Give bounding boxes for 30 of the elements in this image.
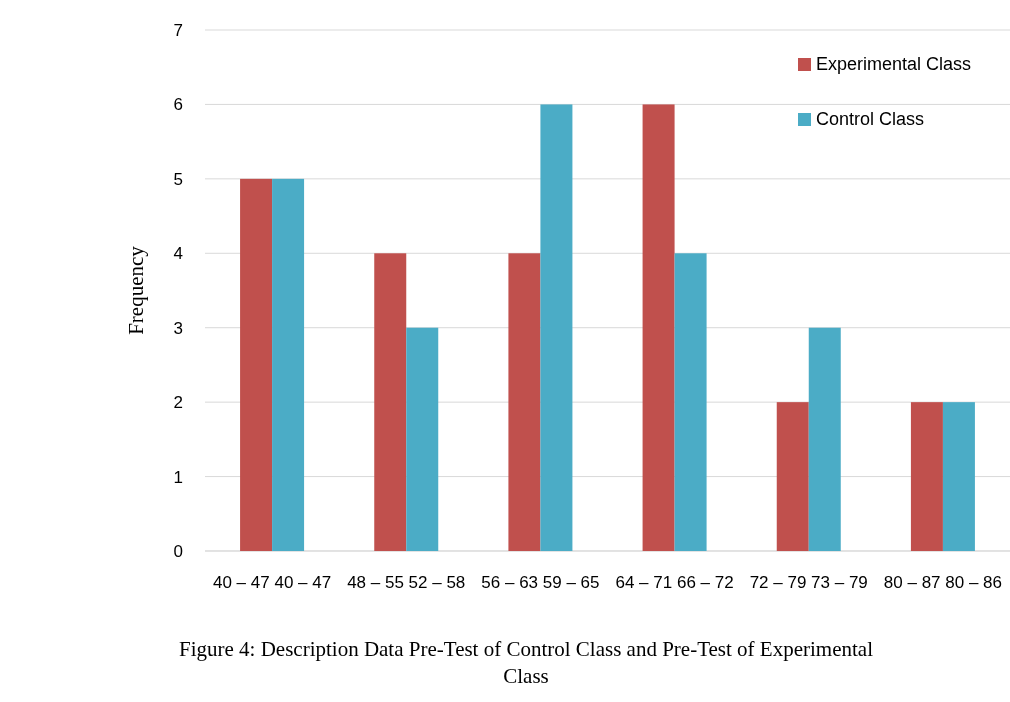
bar	[374, 253, 407, 551]
y-tick-label: 2	[173, 393, 183, 413]
x-tick-label: 80 – 87 80 – 86	[883, 573, 1002, 592]
x-tick-label: 64 – 71 66 – 72	[615, 573, 734, 592]
legend-label: Experimental Class	[816, 54, 972, 74]
y-tick-label: 4	[173, 244, 183, 264]
x-tick-label: 40 – 47 40 – 47	[213, 573, 332, 592]
bar	[674, 253, 707, 551]
bar	[910, 402, 943, 551]
x-tick-label: 56 – 63 59 – 65	[481, 573, 600, 592]
text: Figure 4: Description Data Pre-Test of Control Class and Pre-Test of Experimental Class	[179, 637, 874, 688]
bar	[776, 402, 809, 551]
y-tick-label: 7	[173, 20, 183, 40]
y-tick-label: 0	[173, 541, 183, 561]
bar	[240, 178, 273, 551]
y-tick-label: 5	[173, 169, 183, 189]
y-tick-label: 3	[173, 318, 183, 338]
bar	[406, 327, 439, 551]
x-tick-label: 72 – 79 73 – 79	[749, 573, 868, 592]
bar	[642, 104, 675, 551]
legend-label: Control Class	[816, 109, 925, 129]
bar	[942, 402, 975, 551]
y-tick-label: 6	[173, 95, 183, 115]
bar	[540, 104, 573, 551]
bar	[508, 253, 541, 551]
x-tick-label: 48 – 55 52 – 58	[347, 573, 466, 592]
bar	[808, 327, 841, 551]
y-tick-label: 1	[173, 467, 183, 487]
bar	[272, 178, 305, 551]
y-axis-title: Frequency	[124, 245, 148, 335]
